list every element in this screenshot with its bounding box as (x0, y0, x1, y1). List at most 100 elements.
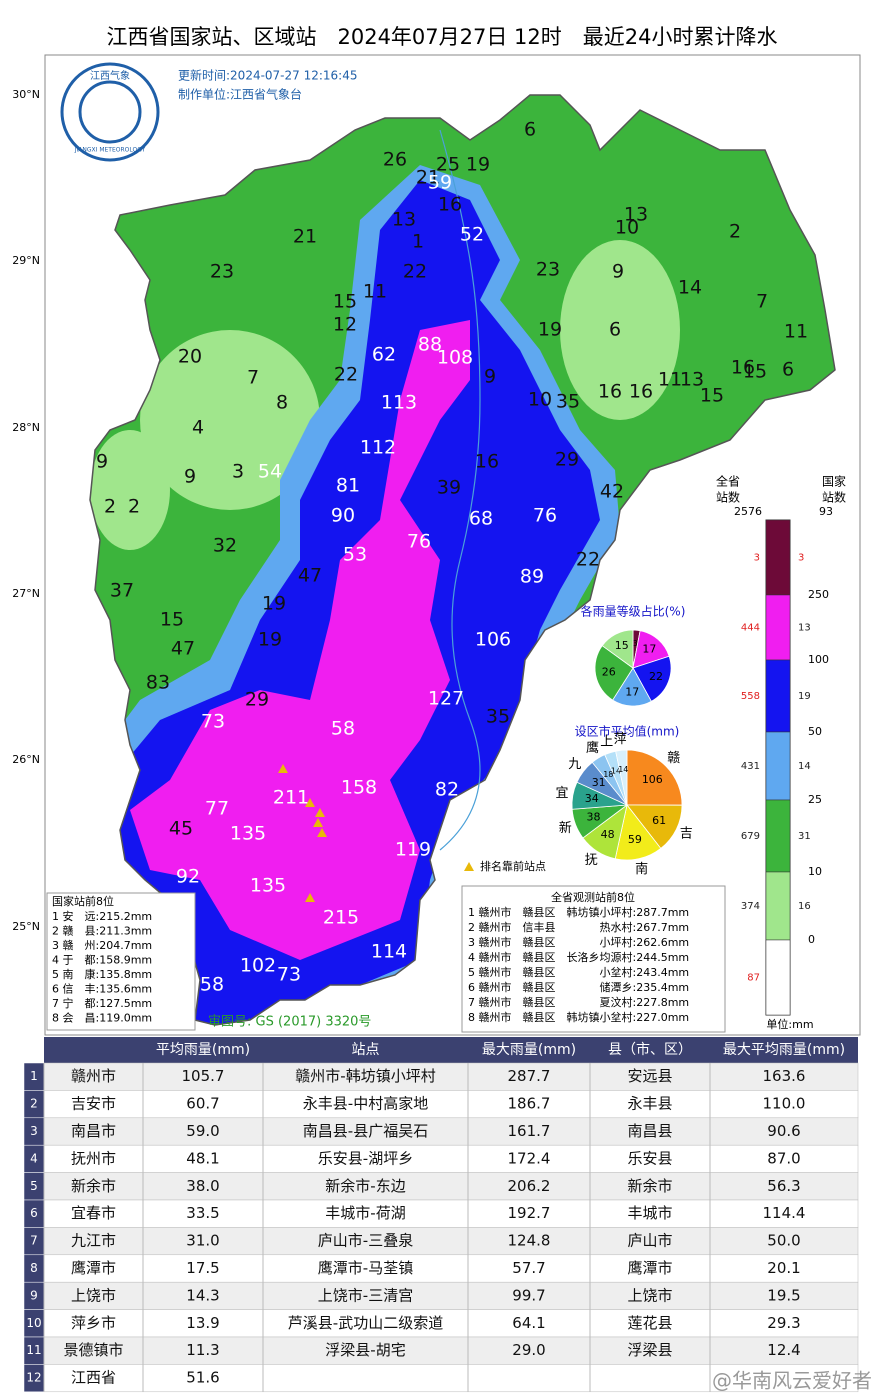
province-count: 3 (754, 553, 760, 564)
station-value: 16 (475, 451, 499, 473)
station-value: 11 (784, 321, 808, 343)
table-cell: 鹰潭市 (627, 1259, 672, 1277)
station-value: 102 (240, 955, 276, 977)
national-count: 31 (798, 831, 811, 842)
pie-title: 设区市平均值(mm) (575, 724, 680, 739)
pie-name: 抚 (585, 853, 598, 868)
table-cell: 丰城市 (627, 1204, 672, 1222)
pie-name: 九 (568, 757, 581, 772)
rank-line: 6 信 丰:135.6mm (52, 983, 152, 996)
station-value: 82 (435, 779, 459, 801)
province-top-box (461, 885, 726, 1033)
row-index: 9 (30, 1288, 38, 1302)
pie-value: 14 (618, 765, 628, 774)
legend-header: 国家 (822, 474, 846, 489)
station-value: 215 (323, 907, 359, 929)
table-cell: 20.1 (767, 1259, 800, 1277)
station-value: 92 (176, 866, 200, 888)
top-stations (278, 764, 474, 902)
row-index: 12 (26, 1371, 41, 1385)
row-index: 2 (30, 1097, 38, 1111)
rank-line: 1 安 远:215.2mm (52, 909, 152, 923)
pie-value: 31 (592, 776, 606, 789)
table-cell: 87.0 (767, 1149, 800, 1167)
title: 江西省国家站、区域站 2024年07月27日 12时 最近24小时累计降水 (106, 25, 777, 49)
legend-swatch (765, 731, 791, 801)
table-cell: 172.4 (508, 1149, 551, 1167)
station-value: 76 (407, 531, 431, 553)
station-value: 135 (230, 823, 266, 845)
station-value: 2 (128, 496, 140, 518)
table-cell: 29.0 (512, 1341, 545, 1359)
row-index: 11 (26, 1343, 41, 1357)
update-time: 更新时间:2024-07-27 12:16:45 (178, 68, 358, 83)
table-row (43, 1172, 859, 1201)
station-value: 16 (438, 194, 462, 216)
station-value: 22 (334, 364, 358, 386)
station-value: 10 (615, 217, 639, 239)
table-cell: 浮梁县 (627, 1341, 672, 1359)
station-value: 112 (360, 437, 396, 459)
row-index: 10 (26, 1316, 41, 1330)
station-value: 68 (469, 508, 493, 530)
station-value: 6 (609, 319, 621, 341)
table-cell: 57.7 (512, 1259, 545, 1277)
national-total: 93 (819, 505, 833, 518)
unit: 单位:mm (766, 1017, 813, 1031)
station-value: 16 (629, 381, 653, 403)
station-value: 58 (331, 718, 355, 740)
table-cell: 乐安县-湖坪乡 (318, 1149, 413, 1167)
station-value: 77 (205, 798, 229, 820)
lat-label: 29°N (12, 254, 40, 267)
table-cell: 60.7 (186, 1095, 219, 1113)
row-index: 8 (30, 1261, 38, 1275)
station-value: 7 (247, 367, 259, 389)
station-value: 2 (729, 221, 741, 243)
legend-swatch (765, 799, 791, 873)
rank-line: 8 会 昌:119.0mm (52, 1012, 152, 1025)
table-cell: 南昌县 (627, 1122, 672, 1140)
table-row (43, 1199, 859, 1228)
table-cell: 庐山市-三叠泉 (318, 1232, 413, 1250)
station-value: 3 (232, 461, 244, 483)
rank-line: 1 赣州市 赣县区 韩坊镇小坪村:287.7mm (468, 905, 689, 919)
legend-threshold: 10 (808, 865, 822, 878)
national-count: 3 (798, 553, 804, 564)
table-cell: 19.5 (767, 1286, 800, 1304)
national-count: 16 (798, 901, 811, 912)
station-value: 83 (146, 672, 170, 694)
table-cell: 浮梁县-胡宅 (325, 1341, 405, 1359)
station-value: 13 (680, 369, 704, 391)
province-count: 679 (741, 831, 760, 842)
table-cell: 萍乡市 (71, 1314, 116, 1332)
table-cell: 上饶市 (627, 1286, 672, 1304)
table-cell: 59.0 (186, 1122, 219, 1140)
table-row (43, 1254, 859, 1283)
table-cell: 南昌市 (71, 1122, 116, 1140)
pie-value: 14 (611, 766, 621, 775)
table-header: 县（市、区） (608, 1041, 692, 1058)
legend-header: 全省 (716, 474, 740, 489)
rank-line: 4 赣州市 赣县区 长洛乡均源村:244.5mm (468, 950, 689, 964)
station-value: 7 (756, 291, 768, 313)
table-cell: 安远县 (627, 1067, 672, 1085)
table-cell: 114.4 (763, 1204, 806, 1222)
table-cell: 287.7 (508, 1067, 551, 1085)
station-value: 9 (484, 366, 496, 388)
station-value: 20 (178, 346, 202, 368)
province-count: 558 (741, 691, 760, 702)
legend-threshold: 25 (808, 793, 822, 806)
pie-slice (615, 749, 628, 806)
national-count: 14 (798, 761, 811, 772)
maker: 制作单位:江西省气象台 (178, 87, 302, 102)
legend-swatch (765, 871, 791, 941)
station-value: 16 (731, 357, 755, 379)
pie-slice (626, 749, 683, 806)
rank-line: 5 赣州市 赣县区 小坌村:243.4mm (468, 965, 689, 979)
table-cell: 161.7 (508, 1122, 551, 1140)
rank-line: 4 于 都:158.9mm (52, 954, 152, 967)
station-value: 6 (524, 119, 536, 141)
table-cell: 17.5 (186, 1259, 219, 1277)
station-value: 73 (201, 711, 225, 733)
